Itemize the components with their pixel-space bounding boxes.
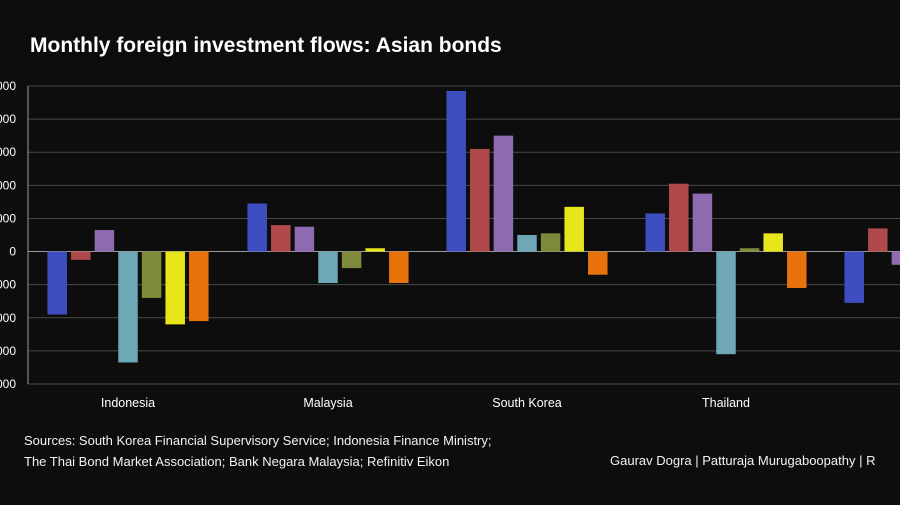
bar [47, 251, 67, 315]
y-tick-label: 000 [0, 145, 16, 159]
bar [844, 251, 864, 303]
category-label: Thailand [702, 396, 750, 410]
bar [189, 251, 209, 322]
bar [493, 135, 514, 252]
y-tick-label: 000 [0, 211, 16, 225]
bar [739, 248, 760, 252]
bar [341, 251, 362, 269]
bar [71, 251, 91, 260]
y-tick-label: 000 [0, 344, 16, 358]
bar [271, 225, 291, 252]
bar [247, 203, 267, 252]
y-axis-ticks: 0000000000000000000000000000 [0, 79, 16, 391]
source-note-line-1: Sources: South Korea Financial Superviso… [24, 433, 492, 448]
bar [94, 230, 115, 252]
author-credit: Gaurav Dogra | Patturaja Murugaboopathy … [610, 453, 876, 468]
bar [787, 251, 807, 288]
source-note-line-2: The Thai Bond Market Association; Bank N… [24, 454, 450, 469]
bar [692, 193, 713, 252]
y-tick-label: 000 [0, 278, 16, 292]
bar [540, 233, 561, 252]
y-tick-label: 0 [9, 245, 16, 259]
bar [716, 251, 736, 355]
bar [891, 251, 900, 265]
category-label: Indonesia [101, 396, 155, 410]
x-axis-labels: Indonesia Malaysia South Korea Thailand [101, 396, 750, 410]
bar [517, 235, 537, 252]
category-label: South Korea [492, 396, 562, 410]
bar [564, 206, 584, 252]
bar [318, 251, 338, 284]
bar [645, 213, 665, 252]
bar [588, 251, 608, 275]
category-label: Malaysia [303, 396, 352, 410]
bar [141, 251, 162, 298]
bar [470, 148, 490, 252]
y-tick-label: 000 [0, 311, 16, 325]
y-tick-label: 000 [0, 79, 16, 93]
bars [47, 90, 900, 363]
bar [763, 233, 783, 252]
y-tick-label: 000 [0, 112, 16, 126]
bar [446, 90, 466, 252]
chart-title: Monthly foreign investment flows: Asian … [30, 34, 502, 57]
y-tick-label: 000 [0, 377, 16, 391]
bar [669, 183, 689, 252]
bar [389, 251, 409, 284]
bar [118, 251, 138, 363]
y-tick-label: 000 [0, 178, 16, 192]
bar [365, 248, 385, 252]
bar [868, 228, 888, 252]
bar [294, 226, 315, 252]
bar [165, 251, 185, 325]
